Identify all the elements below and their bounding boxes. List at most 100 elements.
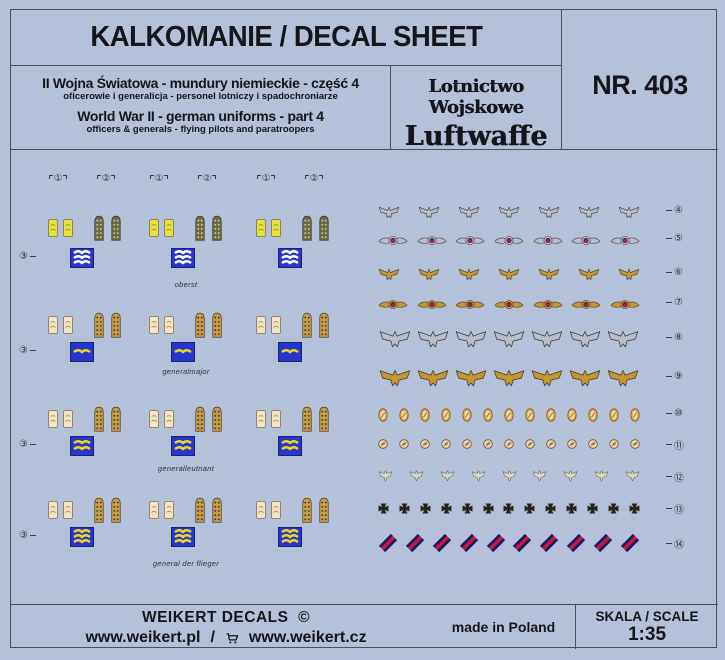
shoulder-board-decal [110,215,122,241]
wing-badge-decal [417,299,447,310]
wing-badge-decal [417,235,447,246]
eagle-small-decal [538,206,560,219]
row-marker: ⑬ [666,501,684,516]
eagle-tiny-decal [378,470,393,482]
wing-badge-decal [533,235,563,246]
sheet-title: KALKOMANIE / DECAL SHEET [89,21,483,53]
eagle-large-decal [454,330,488,349]
round-button-decal [483,439,493,449]
rank-insignia-cluster [48,497,122,523]
row-marker: ⑧ [666,332,683,343]
collar-tab-decal [271,219,281,237]
shoulder-board-decal [301,406,313,432]
ribbon-bar-decal [620,533,640,553]
series-title-pl: II Wojna Światowa - mundury niemieckie -… [42,75,359,91]
eagle-small-decal [378,268,400,281]
collar-tab-decal [256,316,266,334]
collar-tab-decal [164,219,174,237]
oval-button-decal [441,408,451,422]
eagle-large-decal [492,369,526,388]
patch-row-marker: ③ [19,345,36,356]
eagle-small-decal [538,268,560,281]
rank-insignia-cluster [48,215,122,241]
eagle-tiny-decal [502,470,517,482]
row-marker: ⑥ [666,267,683,278]
eagle-tiny-decal [563,470,578,482]
shoulder-board-decal [301,215,313,241]
iron-cross-decal [524,503,535,514]
column-marker: ② [93,174,119,184]
row-marker: ⑤ [666,233,683,244]
shoulder-board-decal [301,497,313,523]
iron-cross-decal [378,503,389,514]
patch-row-marker: ③ [19,530,36,541]
scale-label: SKALA / SCALE [595,609,699,624]
collar-tab-decal [63,501,73,519]
url-separator: / [210,629,215,646]
eagle-large-decal [568,330,602,349]
ribbon-bar-decal [405,533,425,553]
collar-patch-decal [278,248,302,268]
decal-row [378,503,640,514]
rank-insignia-cluster [149,312,223,338]
ribbon-bar-decal [459,533,479,553]
rank-label: oberst [174,280,198,289]
eagle-large-decal [378,330,412,349]
shoulder-board-decal [318,215,330,241]
oval-button-decal [399,408,409,422]
decal-row [378,408,640,422]
rank-insignia-cluster [48,312,122,338]
eagle-large-decal [530,369,564,388]
rank-insignia-cluster [256,215,330,241]
iron-cross-decal [629,503,640,514]
website-cz: www.weikert.cz [248,629,367,646]
row-marker: ⑪ [666,437,684,452]
footer-brand-area: WEIKERT DECALS © www.weikert.pl / www.we… [11,609,441,647]
oval-button-decal [609,408,619,422]
shoulder-board-decal [93,406,105,432]
shoulder-board-decal [93,312,105,338]
oval-button-decal [504,408,514,422]
rank-label: generalleutnant [157,464,215,473]
iron-cross-decal [587,503,598,514]
wing-badge-decal [455,235,485,246]
collar-tab-decal [164,410,174,428]
ribbon-bar-decal [539,533,559,553]
shoulder-board-decal [211,406,223,432]
shoulder-board-decal [110,406,122,432]
oval-button-decal [630,408,640,422]
ribbon-bar-decal [378,533,398,553]
collar-tab-decal [256,501,266,519]
iron-cross-decal [483,503,494,514]
row-marker: ⑫ [666,469,684,484]
eagle-large-decal [568,369,602,388]
rank-insignia-cluster [256,497,330,523]
wing-badge-decal [378,299,408,310]
wing-badge-decal [378,235,408,246]
row-marker: ⑨ [666,371,683,382]
collar-tab-decal [63,316,73,334]
row-marker: ⑩ [666,408,683,419]
round-button-decal [609,439,619,449]
collar-tab-decal [48,316,58,334]
collar-patch-decal [70,248,94,268]
collar-patch-decal [70,342,94,362]
round-button-decal [399,439,409,449]
collar-tab-decal [256,410,266,428]
eagle-large-decal [492,330,526,349]
column-marker: ① [45,174,71,184]
collar-tab-decal [149,410,159,428]
rank-insignia-cluster [256,312,330,338]
collar-patch-decal [171,248,195,268]
eagle-small-decal [458,206,480,219]
theme-box: Lotnictwo Wojskowe Luftwaffe [391,66,562,152]
row-marker: ④ [666,205,683,216]
ribbon-bar-decal [486,533,506,553]
iron-cross-decal [399,503,410,514]
collar-patch-decal [278,436,302,456]
website-pl: www.weikert.pl [85,629,201,646]
shoulder-board-decal [194,312,206,338]
oval-button-decal [420,408,430,422]
eagle-small-decal [498,268,520,281]
decal-row [378,299,640,310]
